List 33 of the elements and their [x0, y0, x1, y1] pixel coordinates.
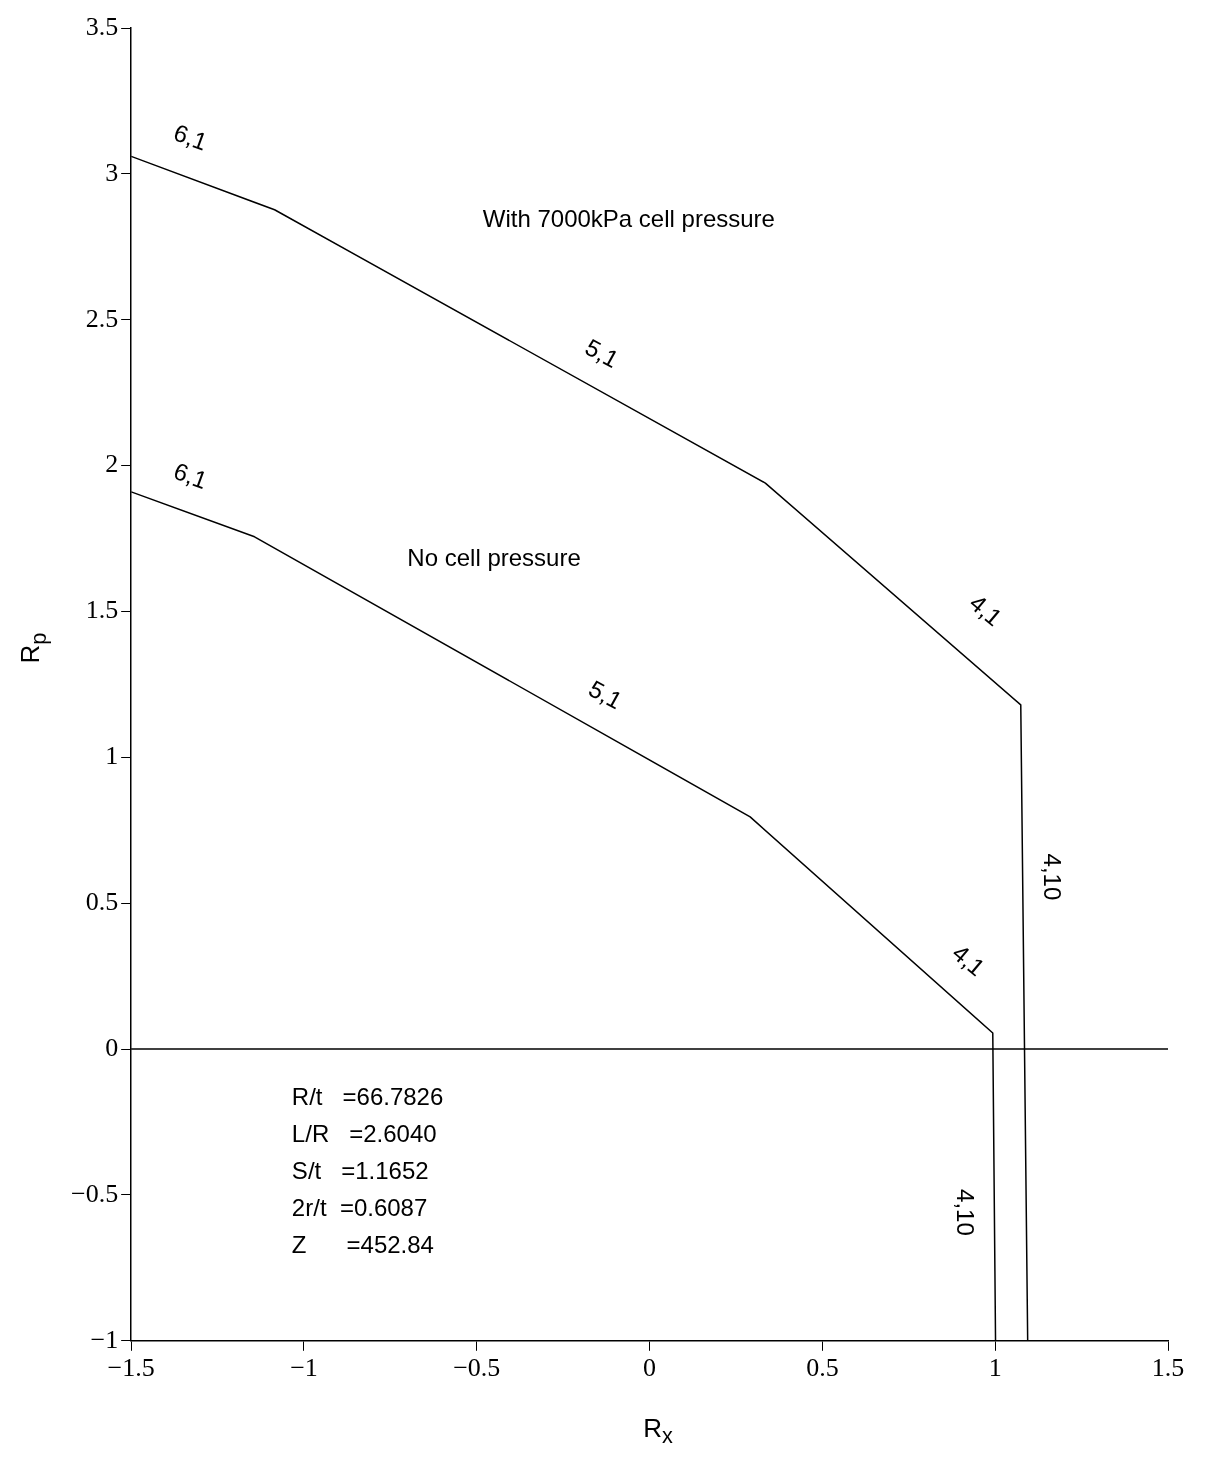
x-tick-label: 1.5 [1151, 1353, 1185, 1383]
annotation: L/R =2.6040 [291, 1119, 437, 1147]
annotation: With 7000kPa cell pressure [482, 205, 775, 233]
annotation: 2r/t =0.6087 [291, 1193, 428, 1221]
annotation: 4,10 [1038, 853, 1066, 901]
x-tick-label: 0.5 [806, 1353, 839, 1383]
x-tick-label: −1.5 [107, 1353, 155, 1383]
x-tick-label: 1 [988, 1353, 1002, 1383]
y-tick-label: 0 [105, 1032, 119, 1062]
x-axis-title: R$_{x}$ [642, 1413, 674, 1450]
y-tick-label: 2 [105, 449, 119, 479]
annotation: 6,1 [170, 118, 211, 156]
annotation: 5,1 [580, 333, 624, 373]
y-tick-label: −0.5 [70, 1178, 119, 1208]
annotation: 4,1 [947, 939, 991, 982]
y-tick-label: 3 [105, 157, 119, 187]
annotation: 6,1 [170, 457, 211, 494]
y-tick-label: 1.5 [85, 595, 119, 625]
annotation: 5,1 [584, 674, 627, 715]
x-tick-label: 0 [643, 1353, 657, 1383]
y-tick-label: 2.5 [85, 303, 119, 333]
annotation: R/t =66.7826 [291, 1082, 444, 1110]
y-tick-label: 1 [105, 741, 119, 771]
annotation: Z =452.84 [291, 1230, 434, 1258]
x-tick-label: −1 [290, 1353, 318, 1383]
annotation: S/t =1.1652 [291, 1156, 429, 1184]
annotation: 4,1 [964, 588, 1008, 632]
y-tick-label: −1 [90, 1324, 119, 1354]
y-tick-label: 0.5 [85, 887, 119, 917]
y-tick-label: 3.5 [85, 11, 119, 41]
x-tick-label: −0.5 [453, 1353, 501, 1383]
annotation: No cell pressure [407, 543, 581, 571]
annotation: 4,10 [952, 1189, 980, 1236]
